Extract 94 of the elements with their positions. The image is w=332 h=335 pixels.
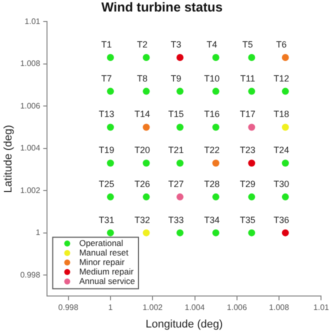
legend-label: Manual reset: [79, 247, 129, 258]
annotation: T18: [274, 109, 290, 120]
point: [142, 193, 150, 200]
point: [212, 160, 220, 167]
y-tick-label: 0.998: [20, 270, 41, 280]
point: [142, 229, 150, 236]
point: [212, 193, 220, 200]
point: [106, 54, 114, 62]
annotation: T1: [101, 39, 112, 50]
point: [176, 160, 184, 167]
annotation: T35: [240, 214, 256, 225]
point: [106, 124, 114, 131]
annotation: T16: [204, 109, 220, 120]
annotation: T25: [98, 178, 114, 189]
point: [106, 229, 114, 236]
annotation: T26: [134, 178, 150, 189]
point: [282, 229, 289, 236]
annotation: T10: [204, 73, 220, 84]
annotation: T8: [137, 73, 148, 84]
legend-label: Operational: [79, 238, 124, 248]
point: [212, 54, 220, 62]
y-axis-title: Latitude (deg): [2, 124, 15, 193]
x-tick-label: 1.01: [313, 303, 330, 312]
point: [282, 54, 289, 62]
legend-label: Medium repair: [79, 266, 134, 276]
annotation: T24: [274, 145, 290, 156]
annotation: T33: [168, 214, 184, 225]
annotation: T4: [206, 39, 218, 50]
annotation: T30: [274, 178, 290, 189]
annotation: T27: [168, 178, 184, 189]
point: [212, 124, 220, 131]
x-tick-label: 1.004: [184, 303, 206, 312]
annotation: T13: [98, 109, 114, 120]
x-axis-title: Longitude (deg): [146, 318, 223, 330]
annotation: T14: [134, 109, 150, 120]
y-tick-label: 1: [36, 228, 41, 238]
legend-label: Annual service: [79, 276, 136, 286]
annotation: T7: [101, 73, 112, 84]
annotation: T3: [170, 39, 182, 50]
point: [142, 160, 150, 167]
point: [176, 229, 184, 236]
annotation: T32: [134, 214, 150, 225]
annotation: T17: [240, 109, 256, 120]
annotation: T19: [98, 145, 114, 156]
point: [248, 160, 256, 167]
point: [282, 88, 289, 95]
annotation: T22: [204, 145, 220, 156]
point: [212, 88, 220, 95]
point: [142, 124, 150, 131]
annotation: T29: [240, 178, 256, 189]
annotation: T5: [242, 39, 253, 50]
annotation: T12: [274, 73, 290, 84]
point: [106, 160, 114, 167]
y-tick-label: 1.01: [24, 16, 41, 26]
point: [106, 88, 114, 95]
chart-title: Wind turbine status: [101, 0, 223, 14]
point: [212, 229, 220, 236]
annotation: T15: [168, 109, 184, 120]
annotation: T23: [240, 145, 256, 156]
y-tick-label: 1.006: [20, 101, 41, 110]
point: [248, 88, 256, 95]
annotation: T2: [137, 39, 148, 50]
x-tick-label: 1.008: [269, 303, 290, 312]
annotation: T36: [274, 214, 290, 225]
annotation: T6: [276, 39, 287, 50]
point: [282, 193, 289, 200]
x-tick-label: 0.998: [58, 303, 79, 312]
legend-label: Minor repair: [79, 256, 125, 267]
x-tick-label: 1.002: [142, 303, 164, 312]
point: [248, 54, 256, 62]
y-tick-label: 1.002: [20, 186, 41, 195]
point: [176, 88, 184, 95]
annotation: T9: [170, 73, 182, 84]
point: [106, 193, 114, 200]
annotation: T34: [204, 214, 220, 225]
point: [142, 54, 150, 62]
point: [176, 124, 184, 131]
point: [142, 88, 150, 95]
point: [248, 124, 256, 131]
annotation: T21: [168, 145, 184, 156]
point: [176, 54, 184, 62]
x-tick-label: 1.006: [226, 303, 248, 312]
annotation: T20: [134, 145, 150, 156]
y-tick-label: 1.008: [20, 59, 41, 68]
annotation: T31: [98, 214, 114, 225]
annotation: T11: [240, 73, 256, 84]
y-tick-label: 1.004: [20, 144, 41, 153]
point: [282, 124, 289, 131]
point: [248, 229, 256, 236]
point: [282, 160, 289, 167]
point: [248, 193, 256, 200]
annotation: T28: [204, 178, 220, 189]
point: [176, 193, 184, 200]
x-tick-label: 1: [108, 303, 114, 312]
